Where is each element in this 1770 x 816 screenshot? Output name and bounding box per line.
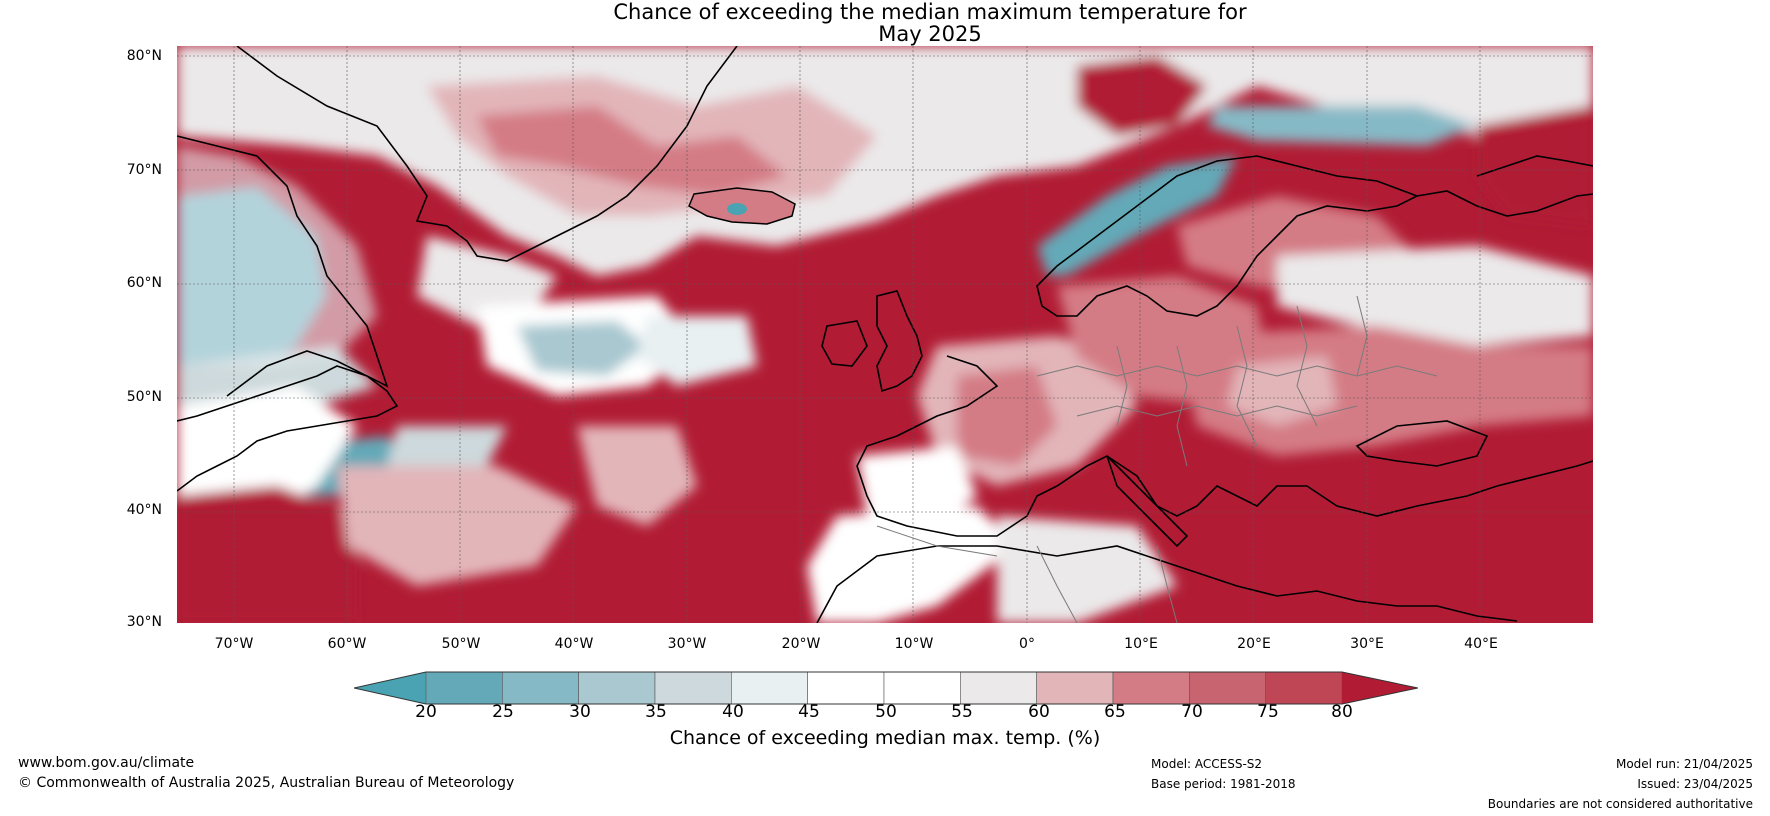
colorbar-segment	[425, 671, 503, 705]
model-text: Model: ACCESS-S2	[1151, 757, 1263, 771]
lon-label-20w: 20°W	[781, 636, 821, 652]
disclaimer-text: Boundaries are not considered authoritat…	[1487, 797, 1753, 811]
lat-label-50n: 50°N	[126, 389, 162, 405]
colorbar-segment	[960, 671, 1037, 705]
graticule	[177, 46, 1593, 623]
colorbar-tick-75: 75	[1257, 702, 1279, 722]
lon-label-40w: 40°W	[554, 636, 594, 652]
map-title-line1: Chance of exceeding the median maximum t…	[613, 0, 1247, 24]
colorbar-segment	[502, 671, 579, 705]
lon-label-60w: 60°W	[327, 636, 367, 652]
colorbar-tick-50: 50	[875, 702, 897, 722]
colorbar-segment	[578, 671, 656, 705]
colorbar-tick-30: 30	[569, 702, 591, 722]
colorbar-segment	[1036, 671, 1114, 705]
lon-label-10w: 10°W	[894, 636, 934, 652]
lat-label-60n: 60°N	[126, 275, 162, 291]
lon-label-40e: 40°E	[1464, 636, 1498, 652]
map-panel	[177, 46, 1593, 623]
lon-label-50w: 50°W	[441, 636, 481, 652]
colorbar-label: Chance of exceeding median max. temp. (%…	[669, 727, 1101, 749]
coastlines	[177, 46, 1593, 623]
issued-text: Issued: 23/04/2025	[1637, 777, 1753, 791]
lon-label-0: 0°	[1019, 636, 1035, 652]
colorbar-tick-60: 60	[1028, 702, 1050, 722]
colorbar-extend-low	[354, 672, 426, 704]
base-period-text: Base period: 1981-2018	[1151, 777, 1296, 791]
colorbar-segment	[731, 671, 808, 705]
map-title-line2: May 2025	[878, 22, 982, 46]
colorbar-segment	[1189, 671, 1266, 705]
colorbar	[354, 671, 1418, 705]
copyright-text: © Commonwealth of Australia 2025, Austra…	[18, 775, 515, 791]
iceland-landmass	[688, 187, 796, 225]
colorbar-segment	[883, 671, 961, 705]
lat-label-30n: 30°N	[126, 614, 162, 630]
colorbar-segment	[1112, 671, 1190, 705]
model-run-text: Model run: 21/04/2025	[1615, 757, 1753, 771]
lon-label-70w: 70°W	[214, 636, 254, 652]
colorbar-tick-35: 35	[645, 702, 667, 722]
lon-label-30w: 30°W	[667, 636, 707, 652]
colorbar-segment	[807, 671, 885, 705]
colorbar-tick-40: 40	[722, 702, 744, 722]
colorbar-tick-55: 55	[951, 702, 973, 722]
colorbar-segment	[1265, 671, 1343, 705]
colorbar-tick-70: 70	[1181, 702, 1203, 722]
colorbar-tick-80: 80	[1331, 702, 1353, 722]
lat-label-40n: 40°N	[126, 502, 162, 518]
lat-label-70n: 70°N	[126, 162, 162, 178]
lon-label-20e: 20°E	[1237, 636, 1271, 652]
colorbar-outline	[354, 671, 1418, 705]
colorbar-tick-45: 45	[798, 702, 820, 722]
website-link[interactable]: www.bom.gov.au/climate	[18, 755, 195, 771]
colorbar-tick-65: 65	[1104, 702, 1126, 722]
lat-label-80n: 80°N	[126, 48, 162, 64]
probability-map	[177, 46, 1593, 623]
colorbar-tick-20: 20	[415, 702, 437, 722]
lon-label-30e: 30°E	[1350, 636, 1384, 652]
colorbar-tick-25: 25	[492, 702, 514, 722]
colorbar-segment	[654, 671, 732, 705]
colorbar-extend-high	[1342, 672, 1418, 704]
lon-label-10e: 10°E	[1124, 636, 1158, 652]
